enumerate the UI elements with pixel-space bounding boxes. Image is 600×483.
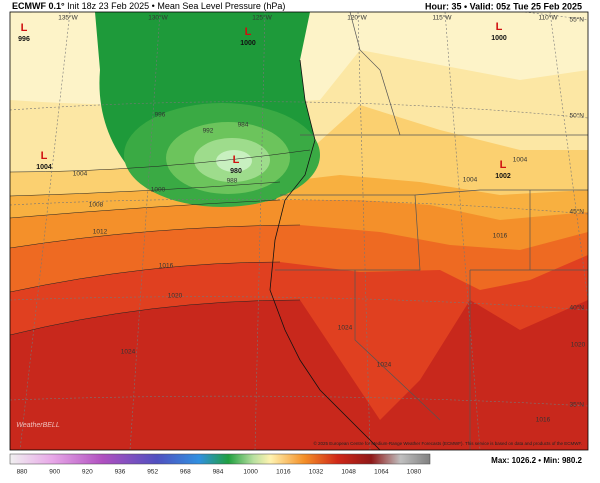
lat-label: 50°N [569,112,584,120]
contour-label: 1020 [571,342,586,349]
contour-label: 1024 [338,325,353,332]
contour-label: 1000 [151,187,166,194]
low-symbol: L [496,21,503,33]
low-value: 1002 [495,173,511,180]
contour-label: 988 [227,178,238,185]
contour-label: 996 [155,112,166,119]
colorbar-tick: 968 [180,469,191,476]
header: ECMWF 0.1° Init 18z 23 Feb 2025 • Mean S… [12,1,285,11]
low-value: 996 [18,36,30,43]
colorbar-tick: 900 [49,469,60,476]
contour-label: 1004 [73,171,88,178]
colorbar-tick: 1080 [407,469,422,476]
title: Init 18z 23 Feb 2025 • Mean Sea Level Pr… [67,1,285,11]
contour-label: 1016 [159,263,174,270]
stats: Max: 1026.2 • Min: 980.2 [491,456,582,465]
lon-label: 135°W [58,14,78,22]
contour-label: 1008 [89,202,104,209]
contour-label: 1020 [168,293,183,300]
lat-label: 35°N [569,401,584,409]
lat-label: 55°N [569,16,584,24]
low-symbol: L [500,159,507,171]
lon-label: 120°W [347,14,367,22]
colorbar-tick: 936 [115,469,126,476]
colorbar-tick: 1016 [276,469,291,476]
contour-label: 992 [203,128,214,135]
lon-label: 110°W [538,14,558,22]
contour-label: 1004 [463,177,478,184]
low-value: 1000 [491,35,507,42]
low-symbol: L [245,26,252,38]
contour-label: 1012 [93,229,108,236]
contour-label: 1024 [377,362,392,369]
colorbar-tick: 1032 [309,469,324,476]
low-symbol: L [21,22,28,34]
model: ECMWF 0.1° [12,1,65,11]
logo: WeatherBELL [16,422,60,429]
lon-label: 125°W [252,14,272,22]
colorbar-tick: 920 [82,469,93,476]
low-symbol: L [233,154,240,166]
map-fill [10,12,588,450]
contour-label: 1004 [513,157,528,164]
contour-label: 1024 [121,349,136,356]
copyright: © 2025 European Centre for Medium-Range … [313,440,582,446]
lat-label: 45°N [569,208,584,216]
colorbar-tick: 984 [213,469,224,476]
lon-label: 115°W [432,14,452,22]
colorbar-tick: 1048 [341,469,356,476]
low-value: 1000 [240,40,256,47]
colorbar [9,453,431,465]
contour-label: 1016 [493,233,508,240]
lat-label: 40°N [569,304,584,312]
low-value: 980 [230,168,242,175]
map-frame [9,11,589,451]
low-symbol: L [41,150,48,162]
colorbar-tick: 1064 [374,469,389,476]
contour-label: 1016 [536,417,551,424]
lon-label: 130°W [148,14,168,22]
colorbar-tick: 1000 [243,469,258,476]
low-value: 1004 [36,164,52,171]
map-lines [10,12,588,450]
colorbar-tick: 952 [147,469,158,476]
valid-time: Hour: 35 • Valid: 05z Tue 25 Feb 2025 [425,1,582,11]
colorbar-tick: 880 [17,469,28,476]
contour-label: 984 [238,122,249,129]
